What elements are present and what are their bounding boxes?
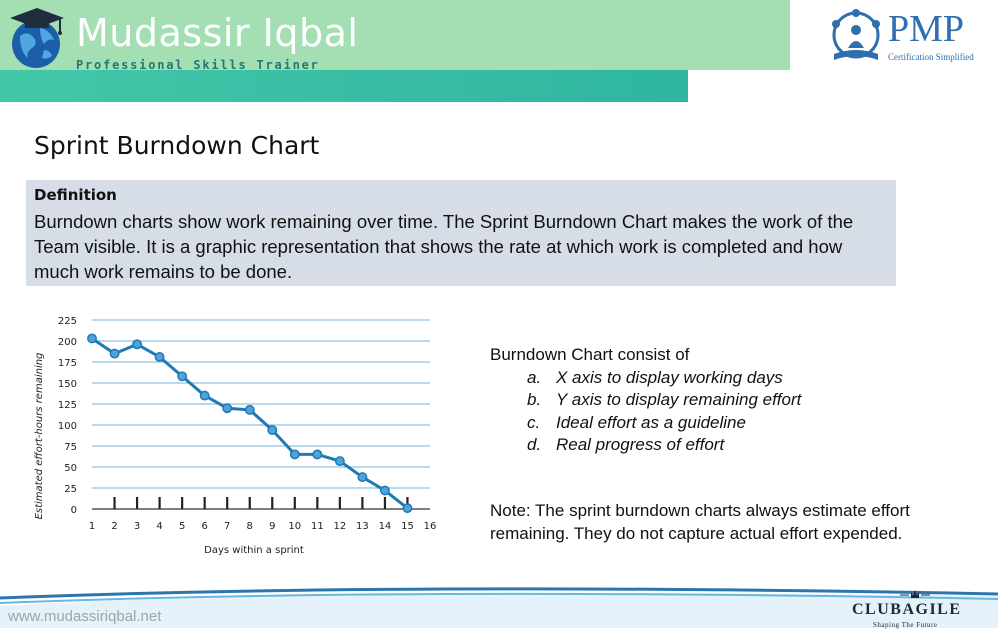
consist-list: a. X axis to display working days b. Y axi… [490,367,801,457]
data-point [87,333,97,344]
brand-name: Mudassir Iqbal [76,11,359,55]
x-tick-label: 10 [288,521,301,532]
data-point [154,352,165,362]
y-tick-label: 100 [58,421,77,432]
x-tick-label: 5 [179,521,185,532]
x-tick-label: 12 [333,521,346,532]
list-marker: a. [527,367,542,387]
header-band-teal [0,70,688,102]
x-tick-label: 13 [356,521,369,532]
x-tick-labels: 1 2 3 4 5 6 7 8 9 10 11 12 13 14 15 16 [89,521,437,532]
list-text: Real progress of effort [556,435,725,454]
list-text: Y axis to display remaining effort [556,390,802,409]
y-tick-label: 150 [58,379,77,390]
pmp-subtitle: Certification Simplified [888,52,974,62]
y-tick-label: 75 [64,442,77,453]
definition-box: Definition Burndown charts show work rem… [26,180,896,286]
data-point [312,449,323,460]
y-tick-label: 125 [58,400,77,411]
x-tick-label: 11 [311,521,324,532]
y-axis-label: Estimated effort-hours remaining [34,353,45,520]
footer-stripe [0,587,998,628]
header-band [0,0,790,70]
data-point [244,404,255,415]
list-marker: b. [527,390,542,409]
list-text: X axis to display working days [556,367,783,387]
data-point [402,503,413,514]
brand-tagline: Professional Skills Trainer [76,58,320,72]
data-point [132,339,143,350]
list-item: a. X axis to display working days [490,367,801,390]
x-tick-label: 7 [224,521,230,532]
list-item: b. Y axis to display remaining effort [490,389,801,412]
list-marker: d. [527,435,542,454]
x-tick-label: 14 [379,521,392,532]
data-point [177,371,188,382]
x-tick-label: 6 [201,521,207,532]
data-point [109,348,120,359]
y-tick-label: 50 [64,463,77,474]
data-point [267,425,278,435]
consist-heading: Burndown Chart consist of [490,345,690,364]
x-tick-label: 4 [156,521,162,532]
clubagile-logo: CLUBAGILE [852,601,962,618]
data-point [222,403,233,414]
data-point [199,390,210,401]
list-item: d. Real progress of effort [490,434,801,457]
clubagile-tagline: Shaping The Future [873,621,938,629]
data-point [357,472,368,483]
list-marker: c. [527,412,541,432]
footer-url[interactable]: www.mudassiriqbal.net [8,608,162,625]
pmp-logo-icon [832,9,880,60]
y-tick-labels: 0 25 50 75 100 125 150 175 200 225 [58,316,77,516]
x-tick-label: 15 [401,521,414,532]
y-tick-label: 200 [58,337,77,348]
definition-text: Burndown charts show work remaining over… [34,211,854,282]
x-tick-label: 1 [89,521,95,532]
y-tick-label: 225 [58,316,77,327]
crown-icon [900,590,930,598]
x-axis-label: Days within a sprint [204,545,304,556]
chart-grid [92,319,430,510]
y-tick-label: 0 [71,505,77,516]
x-tick-marks [113,497,409,509]
burndown-line [91,337,409,510]
y-tick-label: 25 [64,484,77,495]
graduation-globe-icon [10,8,64,68]
x-tick-label: 3 [134,521,140,532]
data-point [334,456,345,467]
note-text: Note: The sprint burndown charts always … [490,501,910,543]
data-point [289,449,300,460]
y-tick-label: 175 [58,358,77,369]
burndown-points [87,333,413,514]
x-tick-label: 9 [269,521,275,532]
x-tick-label: 2 [111,521,117,532]
definition-heading: Definition [34,186,117,204]
data-point [379,485,390,496]
slide-title: Sprint Burndown Chart [34,131,320,160]
list-text: Ideal effort as a guideline [556,412,746,432]
x-tick-label: 16 [424,521,437,532]
consist-section: Burndown Chart consist of a. X axis to di… [490,344,801,457]
x-tick-label: 8 [247,521,253,532]
pmp-title: PMP [888,8,965,50]
list-item: c. Ideal effort as a guideline [490,412,801,435]
